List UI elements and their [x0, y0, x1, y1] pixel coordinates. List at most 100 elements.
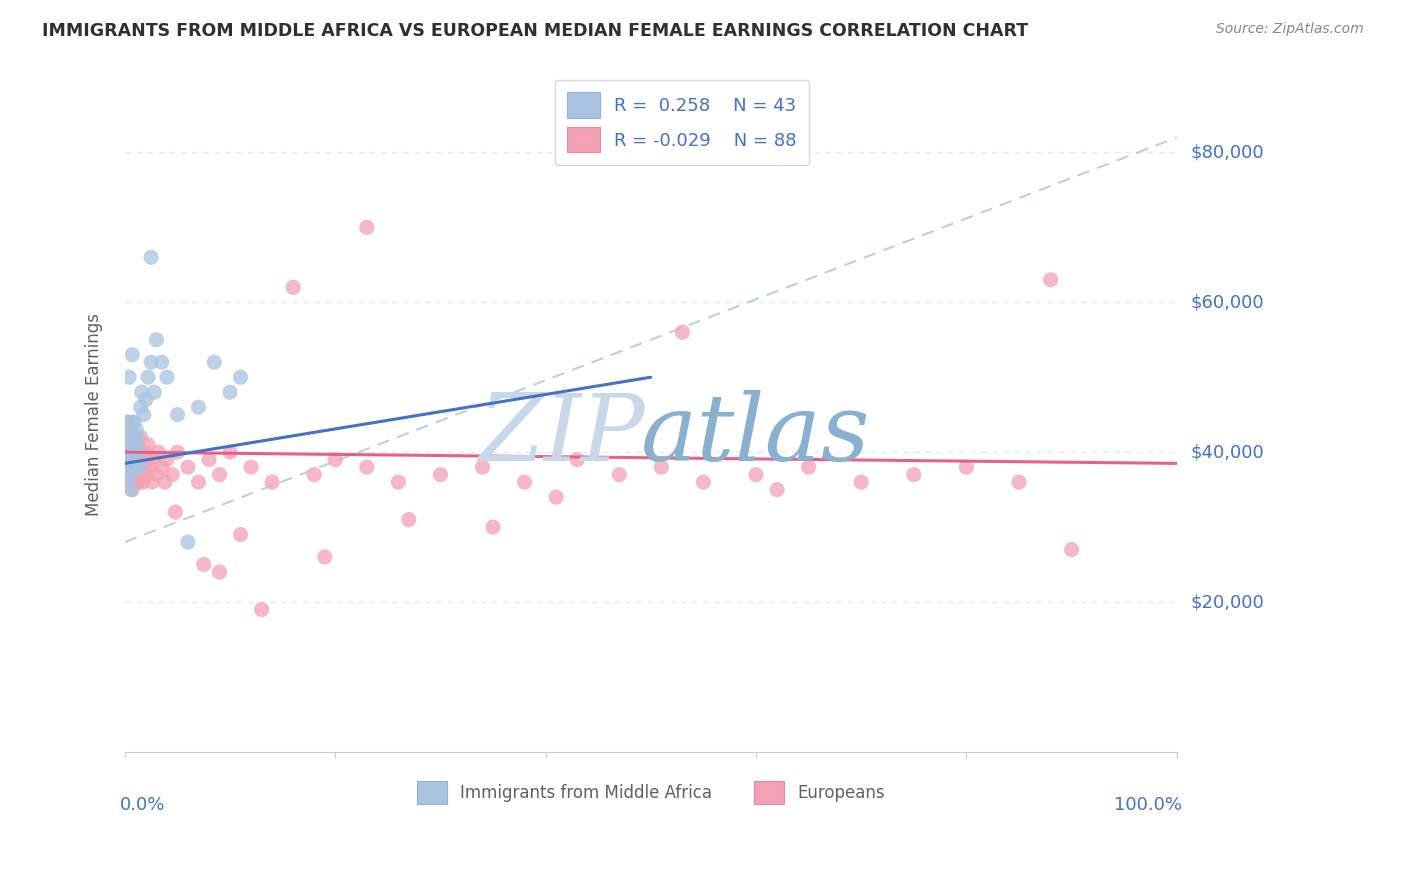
Point — [955, 460, 977, 475]
Point — [1060, 542, 1083, 557]
Point — [120, 483, 142, 497]
Point — [650, 460, 672, 475]
Point — [692, 475, 714, 489]
Point — [115, 430, 138, 444]
Point — [139, 250, 162, 264]
Text: $40,000: $40,000 — [1191, 443, 1264, 461]
Point — [139, 460, 162, 475]
Point — [262, 475, 284, 489]
Point — [134, 445, 156, 459]
Point — [117, 445, 139, 459]
Point — [115, 475, 138, 489]
Point — [124, 460, 146, 475]
Point — [143, 385, 166, 400]
Point — [122, 445, 145, 459]
Point — [208, 565, 231, 579]
Point — [121, 348, 143, 362]
Point — [177, 460, 200, 475]
Point — [125, 423, 148, 437]
Y-axis label: Median Female Earnings: Median Female Earnings — [86, 313, 103, 516]
Point — [607, 467, 630, 482]
Point — [387, 475, 409, 489]
Point — [115, 475, 138, 489]
Point — [187, 400, 209, 414]
Text: $20,000: $20,000 — [1191, 593, 1264, 611]
Point — [127, 430, 149, 444]
Point — [117, 415, 139, 429]
Point — [120, 445, 142, 459]
Point — [229, 370, 252, 384]
Legend: Immigrants from Middle Africa, Europeans: Immigrants from Middle Africa, Europeans — [411, 774, 891, 811]
Point — [903, 467, 925, 482]
Point — [120, 467, 142, 482]
Point — [129, 430, 152, 444]
Point — [135, 467, 157, 482]
Point — [124, 430, 146, 444]
Point — [117, 460, 139, 475]
Point — [302, 467, 325, 482]
Point — [314, 550, 336, 565]
Point — [219, 445, 242, 459]
Point — [128, 445, 150, 459]
Point — [193, 558, 215, 572]
Point — [118, 437, 141, 451]
Point — [131, 385, 153, 400]
Point — [122, 437, 145, 451]
Point — [125, 467, 148, 482]
Point — [118, 460, 141, 475]
Point — [177, 535, 200, 549]
Point — [145, 333, 167, 347]
Point — [115, 430, 138, 444]
Point — [128, 460, 150, 475]
Point — [471, 460, 494, 475]
Point — [115, 452, 138, 467]
Point — [124, 467, 146, 482]
Point — [124, 452, 146, 467]
Point — [219, 385, 242, 400]
Text: $60,000: $60,000 — [1191, 293, 1264, 311]
Point — [202, 355, 225, 369]
Point — [356, 460, 378, 475]
Point — [156, 370, 179, 384]
Point — [143, 452, 166, 467]
Point — [120, 423, 142, 437]
Text: IMMIGRANTS FROM MIDDLE AFRICA VS EUROPEAN MEDIAN FEMALE EARNINGS CORRELATION CHA: IMMIGRANTS FROM MIDDLE AFRICA VS EUROPEA… — [42, 22, 1028, 40]
Point — [429, 467, 451, 482]
Point — [482, 520, 505, 534]
Point — [398, 513, 420, 527]
Point — [671, 325, 693, 339]
Point — [125, 452, 148, 467]
Point — [166, 408, 188, 422]
Text: Source: ZipAtlas.com: Source: ZipAtlas.com — [1216, 22, 1364, 37]
Point — [117, 415, 139, 429]
Point — [120, 467, 142, 482]
Point — [120, 460, 142, 475]
Point — [121, 415, 143, 429]
Point — [1008, 475, 1031, 489]
Point — [124, 415, 146, 429]
Point — [145, 467, 167, 482]
Point — [150, 355, 173, 369]
Point — [148, 445, 170, 459]
Point — [124, 437, 146, 451]
Point — [117, 445, 139, 459]
Text: ZIP: ZIP — [478, 390, 645, 480]
Point — [120, 460, 142, 475]
Point — [156, 452, 179, 467]
Point — [208, 467, 231, 482]
Point — [567, 452, 589, 467]
Text: 100.0%: 100.0% — [1114, 796, 1182, 814]
Point — [127, 437, 149, 451]
Point — [250, 602, 273, 616]
Point — [229, 527, 252, 541]
Point — [118, 370, 141, 384]
Point — [141, 475, 163, 489]
Point — [139, 355, 162, 369]
Point — [150, 460, 173, 475]
Point — [115, 460, 138, 475]
Point — [745, 467, 768, 482]
Point — [131, 452, 153, 467]
Point — [187, 475, 209, 489]
Point — [851, 475, 873, 489]
Point — [132, 475, 155, 489]
